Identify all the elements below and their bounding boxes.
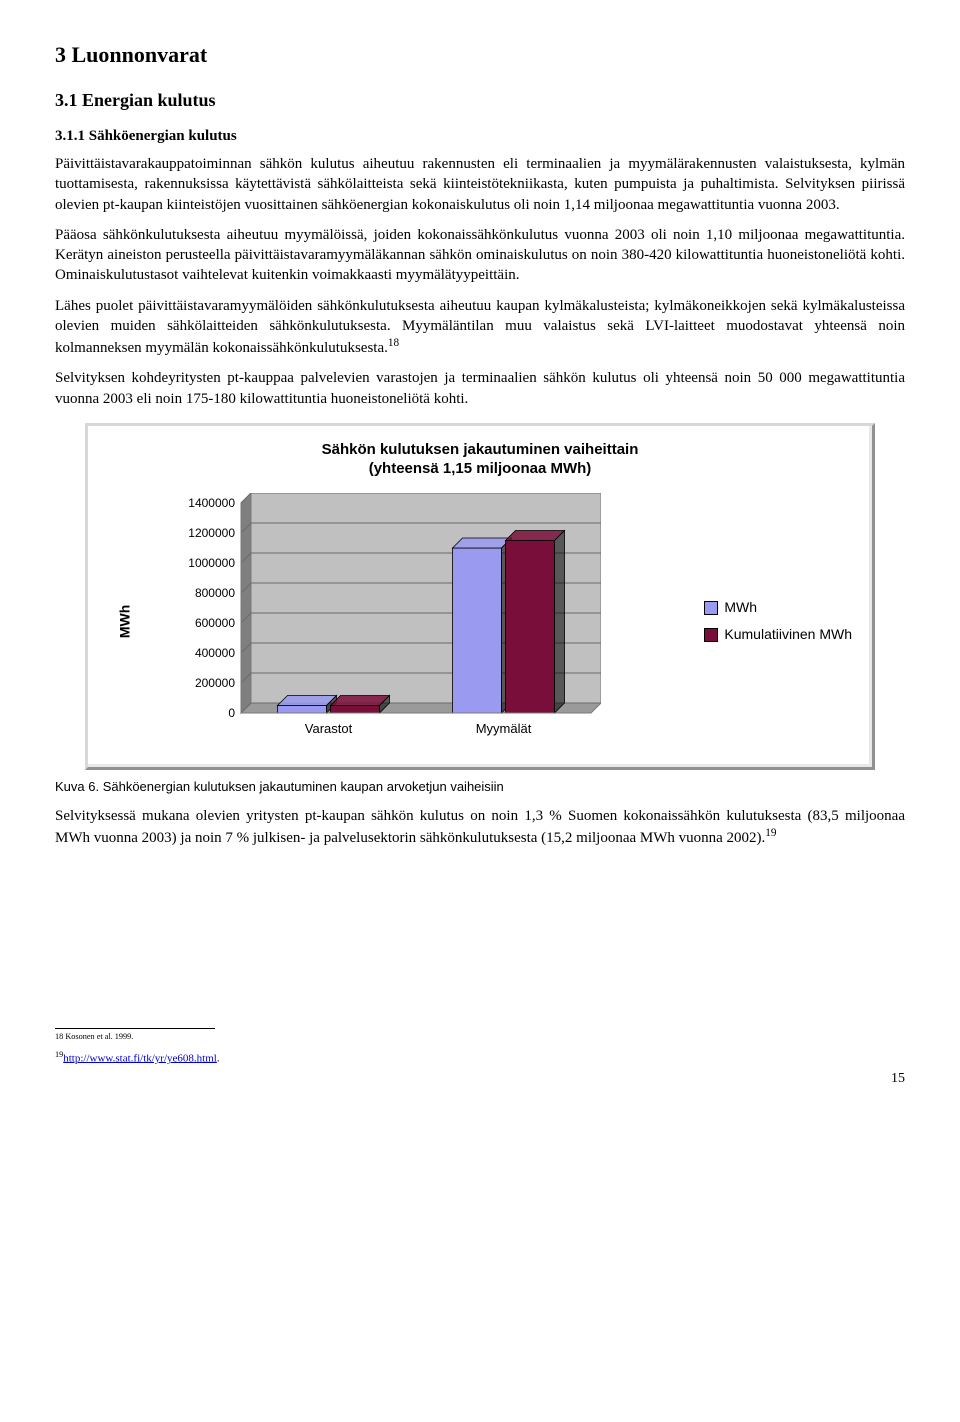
- legend-item-kumul: Kumulatiivinen MWh: [704, 625, 852, 644]
- chart-title: Sähkön kulutuksen jakautuminen vaiheitta…: [108, 440, 852, 479]
- heading-3: 3.1.1 Sähköenergian kulutus: [55, 126, 905, 146]
- chart-ylabel: MWh: [115, 604, 134, 637]
- svg-text:400000: 400000: [195, 646, 235, 660]
- footnote-19: 19http://www.stat.fi/tk/yr/ye608.html.: [55, 1049, 905, 1067]
- footnote-18: 18 Kosonen et al. 1999.: [55, 1031, 905, 1049]
- footnote-19-link[interactable]: http://www.stat.fi/tk/yr/ye608.html: [63, 1052, 217, 1064]
- svg-text:1200000: 1200000: [189, 526, 236, 540]
- svg-text:600000: 600000: [195, 616, 235, 630]
- svg-text:Varastot: Varastot: [305, 721, 353, 736]
- heading-2: 3.1 Energian kulutus: [55, 88, 905, 112]
- chart-legend: MWh Kumulatiivinen MWh: [704, 598, 852, 644]
- paragraph-4: Selvityksen kohdeyritysten pt-kauppaa pa…: [55, 368, 905, 409]
- figure-caption: Kuva 6. Sähköenergian kulutuksen jakautu…: [55, 778, 905, 796]
- svg-text:200000: 200000: [195, 676, 235, 690]
- paragraph-3: Lähes puolet päivittäistavaramyymälöiden…: [55, 296, 905, 359]
- footnote-ref-19: 19: [765, 827, 776, 839]
- svg-text:1000000: 1000000: [189, 556, 236, 570]
- legend-item-mwh: MWh: [704, 598, 852, 617]
- svg-text:1400000: 1400000: [189, 496, 236, 510]
- paragraph-5: Selvityksessä mukana olevien yritysten p…: [55, 806, 905, 849]
- svg-text:0: 0: [229, 706, 236, 720]
- chart-panel: Sähkön kulutuksen jakautuminen vaiheitta…: [85, 423, 875, 770]
- heading-1: 3 Luonnonvarat: [55, 40, 905, 70]
- paragraph-1: Päivittäistavarakauppatoiminnan sähkön k…: [55, 154, 905, 215]
- svg-text:800000: 800000: [195, 586, 235, 600]
- chart-plot: 0 200000 400000 600000 800000 1000000 1200000 1…: [171, 493, 674, 749]
- footnote-ref-18: 18: [388, 337, 399, 349]
- page-number: 15: [55, 1070, 905, 1089]
- svg-text:Myymälät: Myymälät: [476, 721, 532, 736]
- paragraph-2: Pääosa sähkönkulutuksesta aiheutuu myymä…: [55, 225, 905, 286]
